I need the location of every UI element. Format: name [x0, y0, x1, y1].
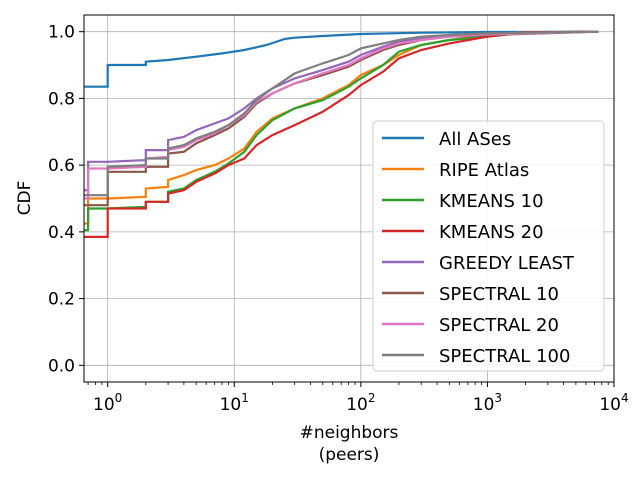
x-tick-label: 102: [346, 391, 375, 415]
legend-label: SPECTRAL 10: [439, 284, 559, 305]
y-tick-label: 1.0: [48, 23, 75, 43]
legend-box: [372, 120, 605, 372]
series-line-spectral-100: [84, 30, 599, 197]
legend-label: GREEDY LEAST: [439, 253, 575, 274]
series-line-all-ases: [84, 30, 599, 88]
y-tick-label: 0.2: [48, 290, 75, 310]
ticks: 100 101 102 103 104 0.0 0.2 0.4 0.6 0.8 1.0: [48, 23, 629, 415]
y-tick-label: 0.0: [48, 356, 75, 376]
legend-label: SPECTRAL 100: [439, 346, 570, 367]
legend-label: SPECTRAL 20: [439, 315, 559, 336]
legend-label: KMEANS 10: [439, 191, 544, 212]
x-tick-label: 101: [220, 391, 249, 415]
legend-label: All ASes: [439, 129, 511, 150]
legend: All ASes RIPE Atlas KMEANS 10 KMEANS 20 GREE…: [372, 120, 605, 372]
y-axis-title: CDF: [15, 181, 35, 216]
legend-label: RIPE Atlas: [439, 160, 529, 181]
y-tick-label: 0.4: [48, 223, 75, 243]
series-line-spectral-20: [84, 30, 599, 200]
legend-label: KMEANS 20: [439, 222, 544, 243]
x-tick-label: 100: [93, 391, 122, 415]
x-tick-label: 104: [599, 391, 628, 415]
plot-frame: [83, 14, 615, 383]
y-tick-label: 0.8: [48, 89, 75, 109]
x-tick-label: 103: [473, 391, 502, 415]
series-lines: [84, 30, 599, 238]
x-axis-title-line1: #neighbors: [300, 423, 399, 443]
x-axis-title-line2: (peers): [319, 445, 380, 465]
series-line-kmeans-20: [84, 30, 599, 238]
y-tick-label: 0.6: [48, 156, 75, 176]
